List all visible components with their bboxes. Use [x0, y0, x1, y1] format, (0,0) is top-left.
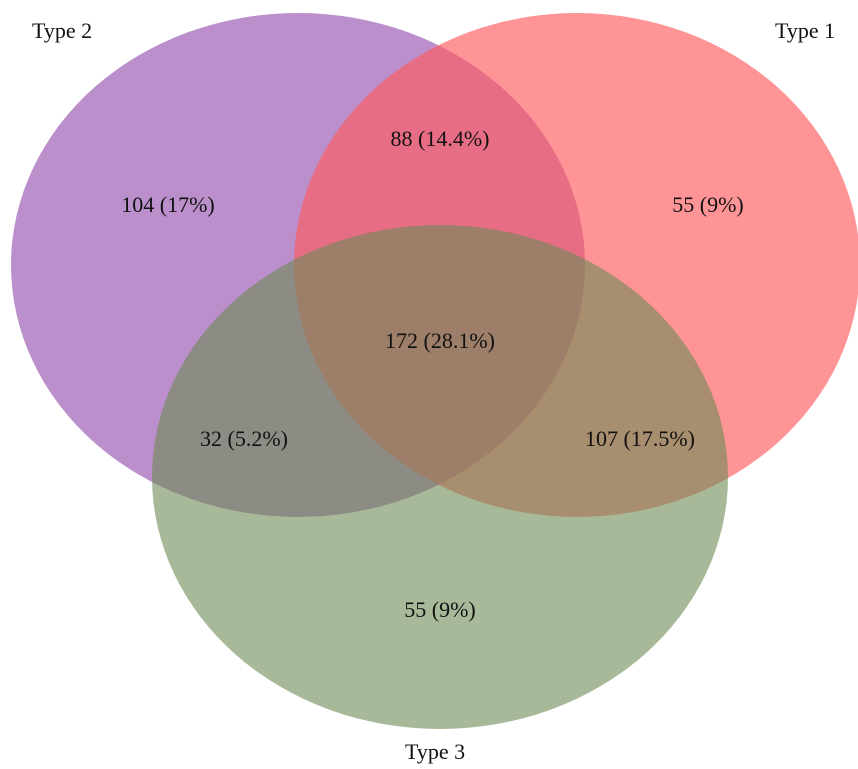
region-type2-type3: 32 (5.2%) [200, 426, 288, 451]
set-type3-ellipse [152, 225, 728, 729]
set-label-type2: Type 2 [32, 18, 92, 43]
region-type1-only: 55 (9%) [672, 192, 743, 217]
region-type3-only: 55 (9%) [404, 597, 475, 622]
set-label-type1: Type 1 [775, 18, 835, 43]
region-all-three: 172 (28.1%) [385, 328, 495, 353]
region-type2-only: 104 (17%) [121, 192, 214, 217]
region-type1-type3: 107 (17.5%) [585, 426, 695, 451]
set-label-type3: Type 3 [405, 739, 465, 764]
region-type1-type2: 88 (14.4%) [391, 126, 490, 151]
